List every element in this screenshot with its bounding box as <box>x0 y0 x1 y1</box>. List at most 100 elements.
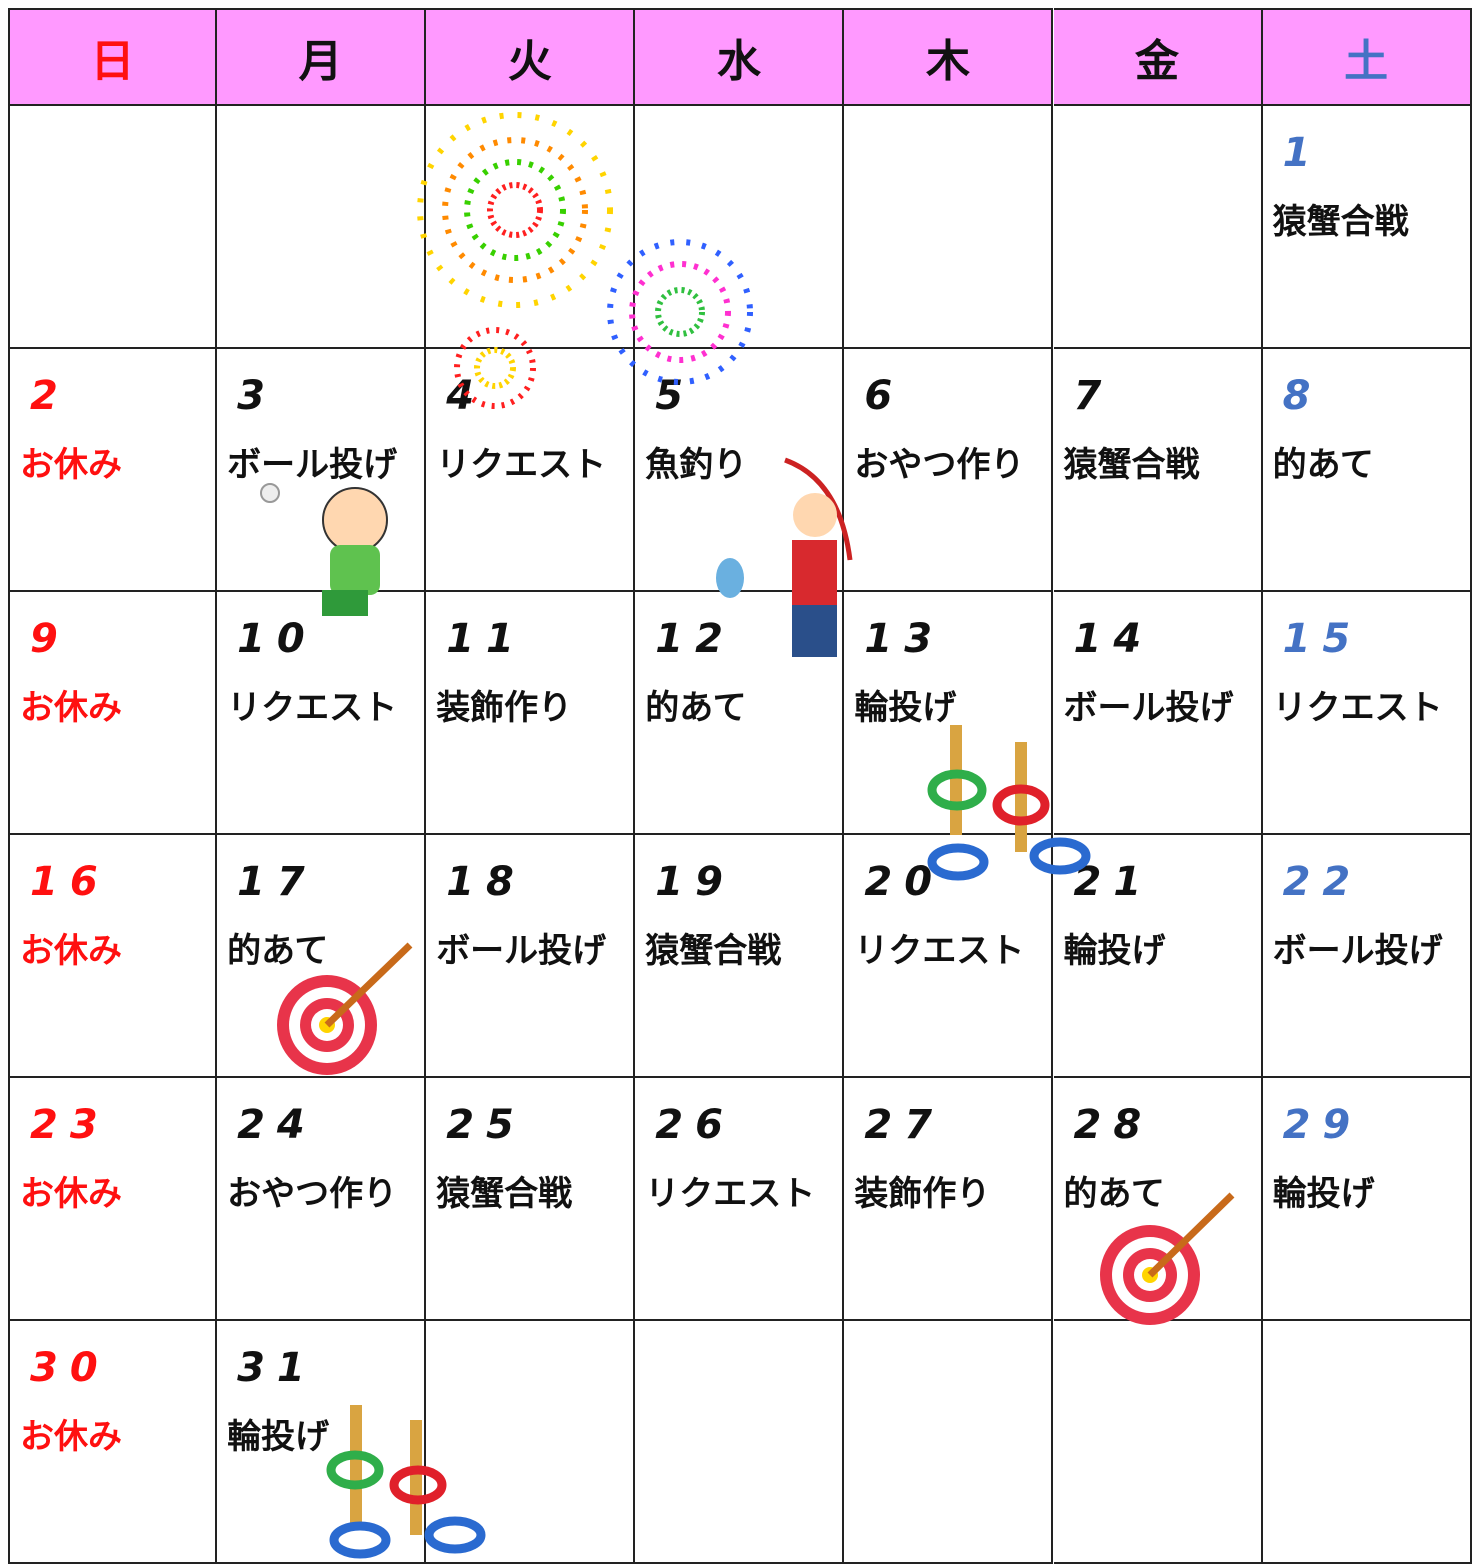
event: ボール投げ <box>227 445 398 485</box>
weekday-header: 水 <box>635 8 845 106</box>
event: 的あて <box>227 931 329 971</box>
day-cell <box>635 106 845 349</box>
day-number: 23 <box>30 1102 110 1148</box>
day-number: 27 <box>864 1102 945 1148</box>
day-number: 18 <box>446 859 526 905</box>
day-cell <box>844 1321 1054 1564</box>
day-cell: 25 猿蟹合戦 <box>426 1078 636 1321</box>
event: リクエスト <box>227 688 398 728</box>
day-number: 28 <box>1073 1102 1154 1148</box>
day-cell: 17 的あて <box>217 835 427 1078</box>
day-cell <box>426 106 636 349</box>
day-cell: 6 おやつ作り <box>844 349 1054 592</box>
day-cell: 14 ボール投げ <box>1053 592 1263 835</box>
day-number: 13 <box>864 616 945 662</box>
day-number: 16 <box>30 859 110 905</box>
weekday-header: 日 <box>8 8 218 106</box>
day-cell <box>1053 1321 1263 1564</box>
event: おやつ作り <box>227 1174 398 1214</box>
day-cell: 30 お休み <box>8 1321 218 1564</box>
event: 猿蟹合戦 <box>645 931 782 971</box>
day-cell: 4 リクエスト <box>426 349 636 592</box>
event: お休み <box>20 1417 122 1457</box>
day-number: 3 <box>237 373 277 419</box>
day-number: 26 <box>655 1102 735 1148</box>
day-number: 14 <box>1073 616 1154 662</box>
event: 装飾作り <box>436 688 573 728</box>
event: 装飾作り <box>854 1174 991 1214</box>
event: 輪投げ <box>227 1417 330 1457</box>
day-number: 5 <box>655 373 696 419</box>
day-cell <box>1262 1321 1472 1564</box>
event: リクエスト <box>1272 688 1443 728</box>
day-number: 19 <box>655 859 735 905</box>
weekday-header: 土 <box>1262 8 1472 106</box>
day-cell: 31 輪投げ <box>217 1321 427 1564</box>
day-cell <box>426 1321 636 1564</box>
day-number: 7 <box>1073 373 1114 419</box>
event: 猿蟹合戦 <box>1272 202 1409 242</box>
day-cell: 16 お休み <box>8 835 218 1078</box>
day-number: 4 <box>446 373 487 419</box>
day-cell <box>8 106 218 349</box>
event: ボール投げ <box>1063 688 1234 728</box>
day-number: 8 <box>1282 373 1323 419</box>
day-cell: 11 装飾作り <box>426 592 636 835</box>
day-number: 17 <box>237 859 317 905</box>
event: 輪投げ <box>1063 931 1166 971</box>
weekday-header: 金 <box>1053 8 1263 106</box>
day-cell: 18 ボール投げ <box>426 835 636 1078</box>
day-number: 10 <box>237 616 317 662</box>
day-cell: 7 猿蟹合戦 <box>1053 349 1263 592</box>
day-cell: 26 リクエスト <box>635 1078 845 1321</box>
day-cell: 27 装飾作り <box>844 1078 1054 1321</box>
day-cell <box>635 1321 845 1564</box>
day-cell: 10 リクエスト <box>217 592 427 835</box>
day-cell: 29 輪投げ <box>1262 1078 1472 1321</box>
day-number: 6 <box>864 373 905 419</box>
day-cell: 28 的あて <box>1053 1078 1263 1321</box>
day-cell <box>844 106 1054 349</box>
day-number: 2 <box>30 373 70 419</box>
event: リクエスト <box>436 445 607 485</box>
event: お休み <box>20 445 122 485</box>
event: 魚釣り <box>645 445 748 485</box>
day-number: 31 <box>237 1345 317 1391</box>
event: 的あて <box>1063 1174 1165 1214</box>
weekday-header: 火 <box>426 8 636 106</box>
event: 的あて <box>1272 445 1374 485</box>
day-number: 25 <box>446 1102 526 1148</box>
day-cell: 1 猿蟹合戦 <box>1262 106 1472 349</box>
day-number: 24 <box>237 1102 317 1148</box>
day-number: 12 <box>655 616 735 662</box>
day-cell: 2 お休み <box>8 349 218 592</box>
day-cell: 21 輪投げ <box>1053 835 1263 1078</box>
day-cell: 23 お休み <box>8 1078 218 1321</box>
day-number: 20 <box>864 859 945 905</box>
event: 猿蟹合戦 <box>436 1174 573 1214</box>
weekday-header: 木 <box>844 8 1054 106</box>
day-number: 11 <box>446 616 526 662</box>
event: リクエスト <box>854 931 1025 971</box>
day-cell <box>217 106 427 349</box>
event: お休み <box>20 1174 122 1214</box>
day-number: 22 <box>1282 859 1363 905</box>
event: ボール投げ <box>436 931 607 971</box>
day-cell: 5 魚釣り <box>635 349 845 592</box>
event: 輪投げ <box>1272 1174 1375 1214</box>
event: 猿蟹合戦 <box>1063 445 1200 485</box>
event: お休み <box>20 931 122 971</box>
day-cell: 19 猿蟹合戦 <box>635 835 845 1078</box>
event: 的あて <box>645 688 747 728</box>
event: 輪投げ <box>854 688 957 728</box>
day-cell: 3 ボール投げ <box>217 349 427 592</box>
day-number: 29 <box>1282 1102 1363 1148</box>
event: お休み <box>20 688 122 728</box>
day-cell: 15 リクエスト <box>1262 592 1472 835</box>
day-cell: 22 ボール投げ <box>1262 835 1472 1078</box>
weekday-header: 月 <box>217 8 427 106</box>
day-cell: 8 的あて <box>1262 349 1472 592</box>
event: ボール投げ <box>1272 931 1443 971</box>
